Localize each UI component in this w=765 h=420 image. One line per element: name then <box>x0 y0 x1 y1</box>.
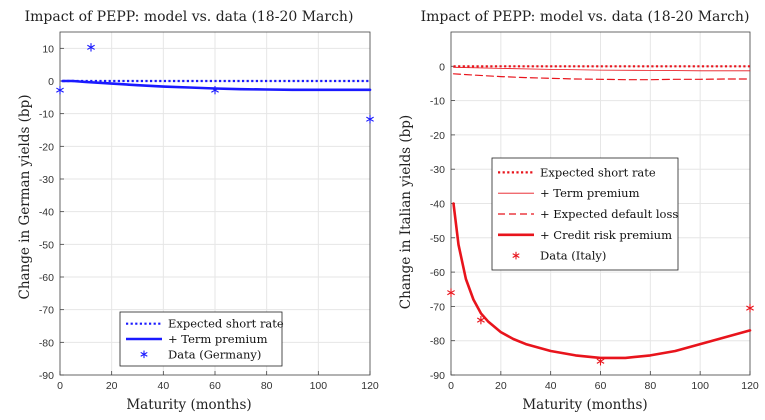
y-tick-label-italy: -40 <box>430 199 445 211</box>
chart-title-germany: Impact of PEPP: model vs. data (18-20 Ma… <box>25 9 354 25</box>
y-tick-label-italy: -60 <box>430 267 445 279</box>
data-point-italy-stroke <box>746 305 754 311</box>
y-axis-label-germany: Change in German yields (bp) <box>17 95 33 300</box>
x-tick-label-italy: 40 <box>545 380 557 392</box>
data-point-germany <box>56 85 64 95</box>
legend-box-germany <box>119 311 283 367</box>
data-point-italy-stroke <box>596 358 605 364</box>
series-line-term-premium-italy <box>453 66 751 72</box>
legend-label-germany: Data (Germany) <box>168 347 261 361</box>
legend-marker-italy-stroke <box>512 253 520 258</box>
y-tick-label-germany: -80 <box>39 337 54 349</box>
chart-panel-italy: Impact of PEPP: model vs. data (18-20 Ma… <box>398 9 759 413</box>
y-tick-label-germany: -50 <box>39 239 54 251</box>
legend-label-italy: Data (Italy) <box>540 249 606 263</box>
y-tick-label-germany: -60 <box>39 272 54 284</box>
data-point-italy <box>596 357 605 366</box>
data-point-germany-stroke <box>87 44 95 50</box>
x-tick-label-italy: 120 <box>741 380 759 392</box>
legend-italy: Expected short rate + Term premium + Expec… <box>491 157 679 271</box>
data-point-germany <box>366 115 374 124</box>
data-point-italy <box>447 288 455 297</box>
y-tick-label-italy: -70 <box>430 301 445 313</box>
y-tick-label-italy: -30 <box>430 164 445 176</box>
data-point-germany-stroke <box>211 87 219 93</box>
data-point-italy <box>746 303 754 313</box>
series-line-credit-risk-premium-italy <box>452 202 752 360</box>
series-line-expected-default-loss-italy <box>452 73 751 81</box>
data-point-germany-stroke <box>56 87 64 93</box>
y-tick-label-italy: -20 <box>430 130 445 142</box>
data-point-italy <box>476 315 485 325</box>
y-tick-label-germany: 10 <box>42 43 54 55</box>
y-tick-label-italy: 0 <box>439 61 445 73</box>
x-tick-label-germany: 100 <box>310 380 328 392</box>
data-point-germany-stroke <box>366 116 374 122</box>
data-point-germany <box>87 43 95 52</box>
legend-label-italy: Expected short rate <box>540 165 656 179</box>
plot-area-germany: 0 20 40 60 80 100 120100-10-20-30-40-50-60-70-… <box>39 31 379 392</box>
x-tick-label-germany: 0 <box>57 380 63 392</box>
chart-title-italy: Impact of PEPP: model vs. data (18-20 Ma… <box>421 9 750 25</box>
data-point-italy-stroke <box>447 290 455 296</box>
x-tick-label-italy: 100 <box>691 380 709 392</box>
legend-marker-germany-stroke <box>140 351 148 357</box>
y-tick-label-germany: -40 <box>39 207 54 219</box>
data-point-italy-stroke <box>476 317 485 323</box>
legend-label-italy: + Expected default loss <box>540 207 678 221</box>
x-tick-label-italy: 20 <box>495 380 507 392</box>
x-tick-label-italy: 60 <box>595 380 607 392</box>
y-tick-label-germany: -30 <box>39 174 54 186</box>
x-tick-label-italy: 80 <box>644 380 656 392</box>
y-tick-label-germany: -20 <box>39 141 54 153</box>
x-tick-label-italy: 0 <box>448 380 454 392</box>
x-tick-label-germany: 120 <box>361 380 379 392</box>
data-point-germany <box>211 85 219 95</box>
legend-label-germany: Expected short rate <box>168 317 284 331</box>
y-tick-label-italy: -90 <box>430 370 445 382</box>
legend-label-italy: + Term premium <box>540 186 640 200</box>
legend-marker-germany <box>140 350 148 359</box>
series-line-term-premium-germany <box>61 79 372 92</box>
y-tick-label-italy: -50 <box>430 233 445 245</box>
chart-panel-germany: Impact of PEPP: model vs. data (18-20 Ma… <box>17 9 379 413</box>
legend-marker-italy <box>512 251 520 260</box>
x-tick-label-germany: 40 <box>157 380 169 392</box>
y-tick-label-germany: 0 <box>48 76 54 88</box>
x-axis-label-italy: Maturity (months) <box>522 397 647 413</box>
x-axis-label-germany: Maturity (months) <box>126 397 251 413</box>
y-tick-label-germany: -90 <box>39 370 54 382</box>
y-axis-label-italy: Change in Italian yields (bp) <box>398 115 414 309</box>
legend-label-germany: + Term premium <box>168 332 268 346</box>
x-tick-label-germany: 60 <box>209 380 221 392</box>
y-tick-label-italy: -10 <box>430 96 445 108</box>
y-tick-label-germany: -70 <box>39 305 54 317</box>
legend-label-italy: + Credit risk premium <box>540 228 672 242</box>
plot-area-italy: 0 20 40 60 80 100 120 0 -10 -20 -30 -40 -50 -60 -70 -80… <box>430 31 759 392</box>
y-tick-label-germany: -10 <box>39 109 54 121</box>
x-tick-label-germany: 20 <box>106 380 118 392</box>
y-tick-label-italy: -80 <box>430 336 445 348</box>
x-tick-label-germany: 80 <box>261 380 273 392</box>
